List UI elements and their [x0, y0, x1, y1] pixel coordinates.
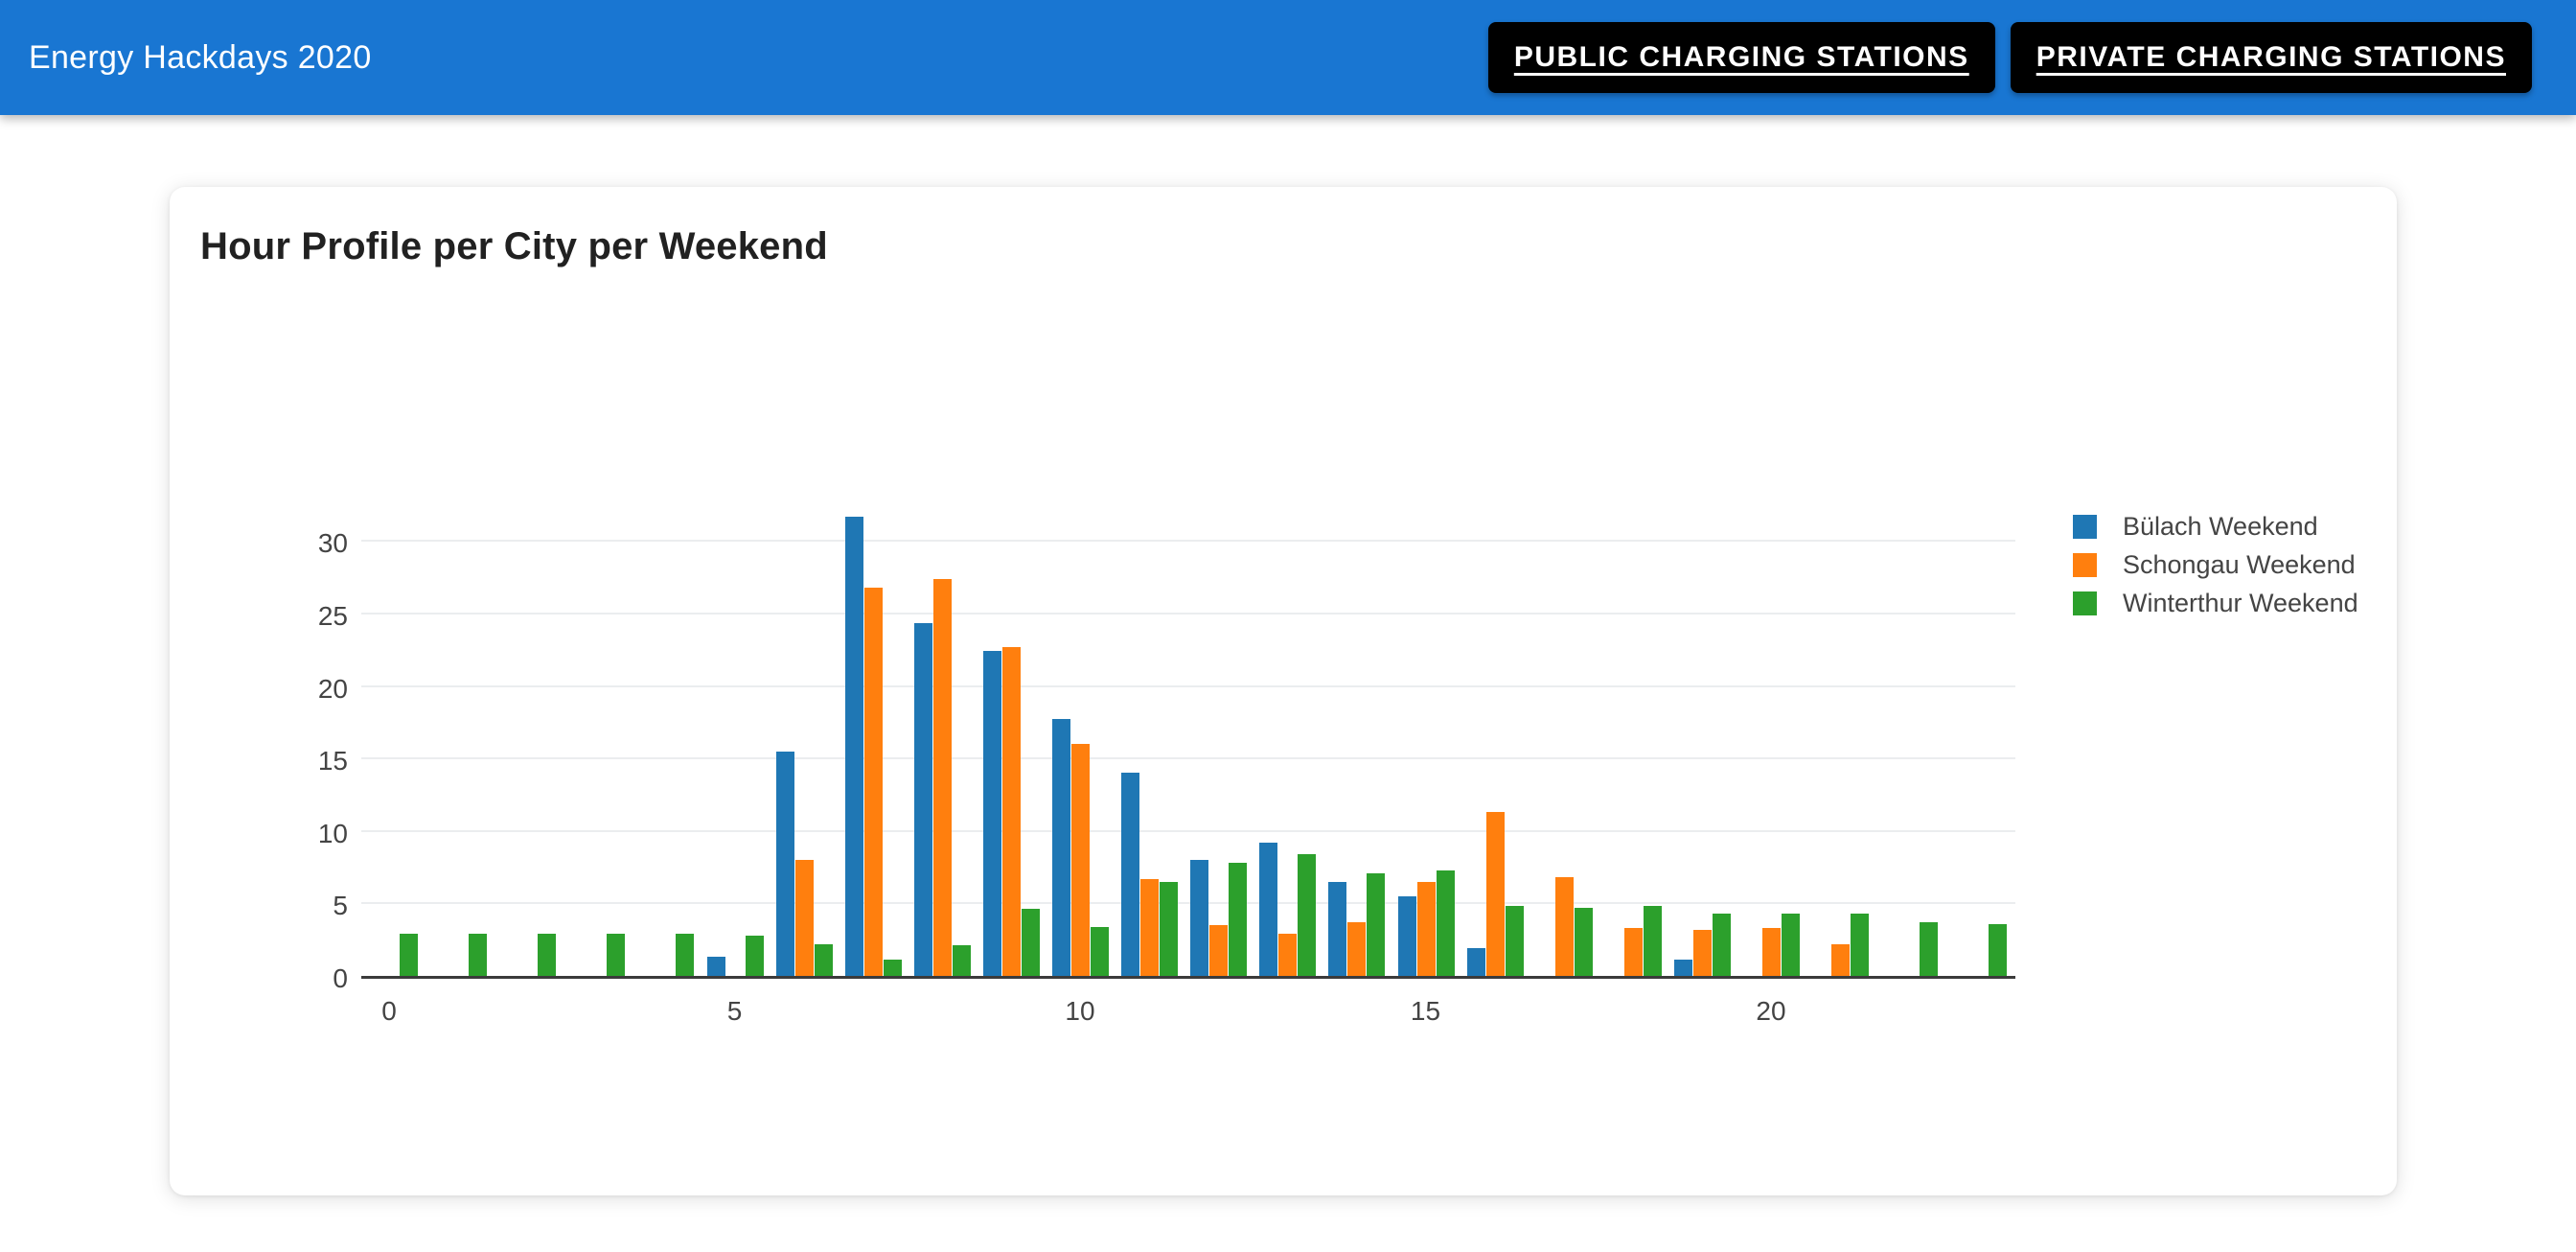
bar-winterthur-weekend-hour-23[interactable] [1989, 923, 2008, 976]
bar-schongau-weekend-hour-13[interactable] [1278, 934, 1298, 976]
bar-winterthur-weekend-hour-1[interactable] [469, 934, 488, 976]
public-charging-stations-button[interactable]: PUBLIC CHARGING STATIONS [1487, 22, 1995, 93]
legend-item-winterthur-weekend[interactable]: Winterthur Weekend [2073, 589, 2358, 617]
chart-title: Hour Profile per City per Weekend [200, 225, 828, 267]
bar-schongau-weekend-hour-9[interactable] [1001, 646, 1021, 976]
bar-b-lach-weekend-hour-19[interactable] [1673, 960, 1692, 976]
y-axis-tick-label: 15 [317, 746, 348, 777]
bar-schongau-weekend-hour-20[interactable] [1762, 928, 1781, 976]
chart-card: Hour Profile per City per Weekend 0 5 10 15… [170, 187, 2397, 1195]
bar-winterthur-weekend-hour-5[interactable] [745, 935, 764, 976]
bar-winterthur-weekend-hour-2[interactable] [538, 934, 557, 976]
bar-winterthur-weekend-hour-8[interactable] [952, 945, 971, 976]
bar-schongau-weekend-hour-7[interactable] [863, 587, 883, 976]
bar-winterthur-weekend-hour-13[interactable] [1298, 853, 1317, 976]
bar-winterthur-weekend-hour-14[interactable] [1367, 872, 1386, 976]
header-buttons: PUBLIC CHARGING STATIONS PRIVATE CHARGIN… [1487, 22, 2532, 93]
x-axis-tick-label: 20 [1756, 996, 1786, 1026]
legend-label: Schongau Weekend [2123, 550, 2356, 579]
bar-winterthur-weekend-hour-11[interactable] [1160, 881, 1179, 976]
bar-b-lach-weekend-hour-12[interactable] [1190, 860, 1209, 976]
bar-b-lach-weekend-hour-8[interactable] [913, 623, 932, 976]
gridline [361, 902, 2015, 905]
bar-winterthur-weekend-hour-16[interactable] [1505, 906, 1524, 976]
legend-swatch-winterthur-weekend [2073, 591, 2097, 615]
bar-b-lach-weekend-hour-14[interactable] [1328, 881, 1347, 976]
bar-winterthur-weekend-hour-0[interactable] [400, 934, 418, 976]
bar-winterthur-weekend-hour-21[interactable] [1851, 913, 1870, 976]
x-axis-tick-label: 15 [1410, 996, 1441, 1026]
bar-winterthur-weekend-hour-9[interactable] [1021, 909, 1040, 976]
bar-winterthur-weekend-hour-22[interactable] [1920, 922, 1939, 976]
x-axis-tick-label: 0 [381, 996, 397, 1026]
x-axis-tick-label: 5 [726, 996, 743, 1026]
bar-schongau-weekend-hour-15[interactable] [1416, 881, 1436, 976]
app-header: Energy Hackdays 2020 PUBLIC CHARGING STA… [0, 0, 2576, 115]
bar-winterthur-weekend-hour-10[interactable] [1091, 926, 1109, 976]
y-axis-tick-label: 25 [317, 600, 348, 631]
legend-label: Winterthur Weekend [2123, 589, 2358, 617]
bar-chart: 0 5 10 15 20 25 30 0 5 10 15 20 Bülach Weekend Schong… [170, 187, 2397, 1195]
bar-b-lach-weekend-hour-7[interactable] [844, 516, 863, 976]
gridline [361, 612, 2015, 614]
y-axis-tick-label: 10 [317, 818, 348, 848]
bar-b-lach-weekend-hour-15[interactable] [1397, 895, 1416, 976]
bar-schongau-weekend-hour-6[interactable] [794, 860, 814, 976]
legend-swatch-b-lach-weekend [2073, 515, 2097, 539]
x-axis-tick-label: 10 [1065, 996, 1095, 1026]
bar-schongau-weekend-hour-16[interactable] [1485, 812, 1505, 976]
gridline [361, 684, 2015, 687]
y-axis-tick-label: 30 [317, 528, 348, 559]
bar-winterthur-weekend-hour-15[interactable] [1436, 869, 1455, 976]
bar-schongau-weekend-hour-10[interactable] [1071, 744, 1090, 976]
bar-winterthur-weekend-hour-12[interactable] [1229, 863, 1248, 976]
bar-winterthur-weekend-hour-3[interactable] [607, 934, 626, 976]
bar-b-lach-weekend-hour-6[interactable] [775, 751, 794, 976]
bar-winterthur-weekend-hour-6[interactable] [814, 943, 833, 976]
bar-winterthur-weekend-hour-4[interactable] [676, 934, 695, 976]
bar-schongau-weekend-hour-21[interactable] [1831, 943, 1851, 976]
bar-schongau-weekend-hour-18[interactable] [1623, 928, 1643, 976]
y-axis-tick-label: 5 [333, 891, 348, 921]
bar-b-lach-weekend-hour-13[interactable] [1259, 842, 1278, 976]
legend-swatch-schongau-weekend [2073, 553, 2097, 577]
bar-schongau-weekend-hour-17[interactable] [1554, 877, 1574, 976]
legend-item-b-lach-weekend[interactable]: Bülach Weekend [2073, 512, 2358, 541]
bar-b-lach-weekend-hour-11[interactable] [1121, 773, 1140, 976]
bar-b-lach-weekend-hour-16[interactable] [1466, 948, 1485, 976]
y-axis-tick-label: 0 [333, 963, 348, 993]
bar-schongau-weekend-hour-14[interactable] [1347, 922, 1367, 976]
plot-area[interactable] [361, 515, 2015, 979]
private-charging-stations-button[interactable]: PRIVATE CHARGING STATIONS [2010, 22, 2532, 93]
bar-winterthur-weekend-hour-7[interactable] [883, 960, 902, 976]
bar-schongau-weekend-hour-19[interactable] [1692, 929, 1712, 976]
app-title: Energy Hackdays 2020 [29, 38, 372, 76]
gridline [361, 540, 2015, 543]
gridline [361, 757, 2015, 760]
bar-winterthur-weekend-hour-20[interactable] [1782, 913, 1800, 976]
legend-item-schongau-weekend[interactable]: Schongau Weekend [2073, 550, 2358, 579]
bar-b-lach-weekend-hour-9[interactable] [982, 651, 1001, 976]
gridline [361, 829, 2015, 832]
bar-winterthur-weekend-hour-18[interactable] [1643, 906, 1662, 976]
bar-schongau-weekend-hour-12[interactable] [1209, 925, 1229, 976]
bar-schongau-weekend-hour-8[interactable] [932, 578, 952, 976]
legend-label: Bülach Weekend [2123, 512, 2318, 541]
y-axis-tick-label: 20 [317, 673, 348, 704]
bar-b-lach-weekend-hour-10[interactable] [1052, 719, 1070, 976]
bar-winterthur-weekend-hour-17[interactable] [1574, 907, 1593, 976]
bar-winterthur-weekend-hour-19[interactable] [1712, 913, 1731, 976]
bar-b-lach-weekend-hour-5[interactable] [706, 957, 725, 976]
bar-schongau-weekend-hour-11[interactable] [1140, 878, 1160, 976]
chart-legend: Bülach Weekend Schongau Weekend Winterthur… [2073, 512, 2358, 630]
